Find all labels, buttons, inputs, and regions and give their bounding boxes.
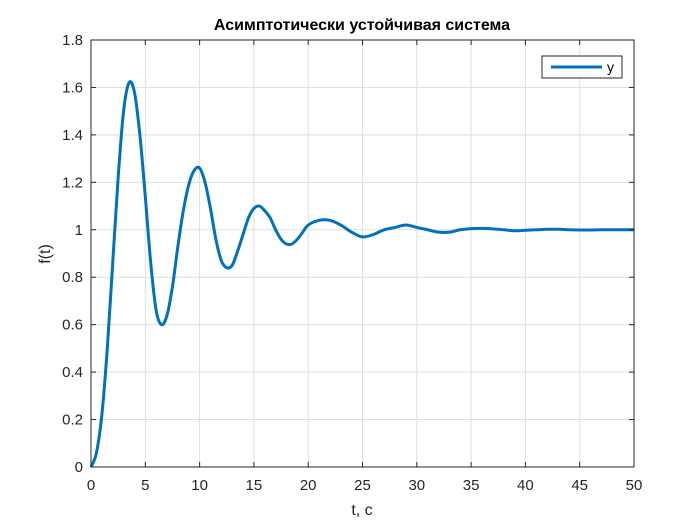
x-tick-label: 35 [463, 477, 480, 494]
series-layer [89, 80, 634, 468]
x-tick-label: 50 [626, 477, 643, 494]
x-tick-label: 15 [246, 477, 263, 494]
x-axis-label: t, c [351, 502, 372, 519]
x-tick-label: 5 [141, 477, 149, 494]
series-line-y [89, 80, 634, 468]
axis-ticks: 0 5 10 15 20 25 30 35 40 45 50 0 0.2 0.4 0.6 0.8 1 1.2 1.4… [62, 32, 642, 494]
y-tick-label: 1.2 [62, 174, 83, 191]
y-tick-label: 1.8 [62, 32, 83, 49]
y-tick-label: 0.2 [62, 412, 83, 429]
x-tick-label: 40 [517, 477, 534, 494]
y-tick-label: 0.8 [62, 269, 83, 286]
x-tick-label: 0 [87, 477, 95, 494]
y-tick-label: 0.6 [62, 317, 83, 334]
y-tick-label: 1.6 [62, 79, 83, 96]
y-axis-label: f(t) [37, 244, 54, 264]
x-tick-label: 45 [571, 477, 588, 494]
x-tick-label: 10 [191, 477, 208, 494]
chart-title: Асимптотически устойчивая система [214, 17, 510, 34]
y-tick-label: 0.4 [62, 364, 83, 381]
legend-label-y: y [607, 59, 614, 75]
x-tick-label: 25 [354, 477, 371, 494]
y-tick-label: 1 [75, 222, 83, 239]
legend: y [541, 55, 623, 79]
y-tick-label: 0 [75, 459, 83, 476]
y-tick-label: 1.4 [62, 127, 83, 144]
x-tick-label: 30 [408, 477, 425, 494]
x-tick-label: 20 [300, 477, 317, 494]
